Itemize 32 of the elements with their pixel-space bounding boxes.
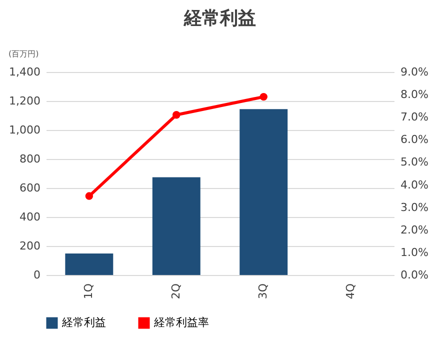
point — [172, 110, 180, 119]
y2-tick-label: 8.0% — [400, 88, 428, 102]
y2-tick-label: 1.0% — [400, 246, 428, 259]
y-tick-label: 0 — [34, 268, 40, 282]
y-tick-label: 800 — [20, 152, 40, 166]
x-tick-label: 4Q — [344, 283, 357, 300]
point — [260, 92, 268, 101]
point — [85, 192, 94, 200]
y-tick-label: 1,400 — [9, 66, 40, 78]
y2-tick-label: 5.0% — [400, 156, 428, 169]
y-axis-title: (百万円) — [8, 50, 39, 58]
chart-title: 経常利益 — [183, 8, 256, 29]
legend-label: 経常利益 — [61, 316, 106, 329]
legend-label: 経常利益率 — [153, 316, 209, 329]
y-tick-label: 600 — [20, 182, 40, 194]
y-tick-label: 1,200 — [9, 94, 40, 108]
y2-tick-label: 7.0% — [400, 110, 428, 124]
bar — [240, 109, 288, 275]
x-tick-label: 2Q — [169, 283, 182, 300]
x-tick-label: 3Q — [256, 283, 270, 300]
y-tick-label: 400 — [20, 210, 40, 224]
y2-tick-label: 3.0% — [400, 200, 428, 214]
y2-tick-label: 9.0% — [400, 66, 428, 78]
y2-tick-label: 2.0% — [400, 223, 428, 236]
y-tick-label: 200 — [20, 240, 40, 252]
y2-tick-label: 0.0% — [400, 268, 428, 282]
bar — [152, 177, 200, 275]
y-tick-label: 1,000 — [9, 124, 40, 136]
y2-tick-label: 6.0% — [400, 133, 428, 146]
y2-tick-label: 4.0% — [400, 178, 428, 192]
x-tick-label: 1Q — [82, 283, 96, 300]
bar — [65, 254, 114, 275]
